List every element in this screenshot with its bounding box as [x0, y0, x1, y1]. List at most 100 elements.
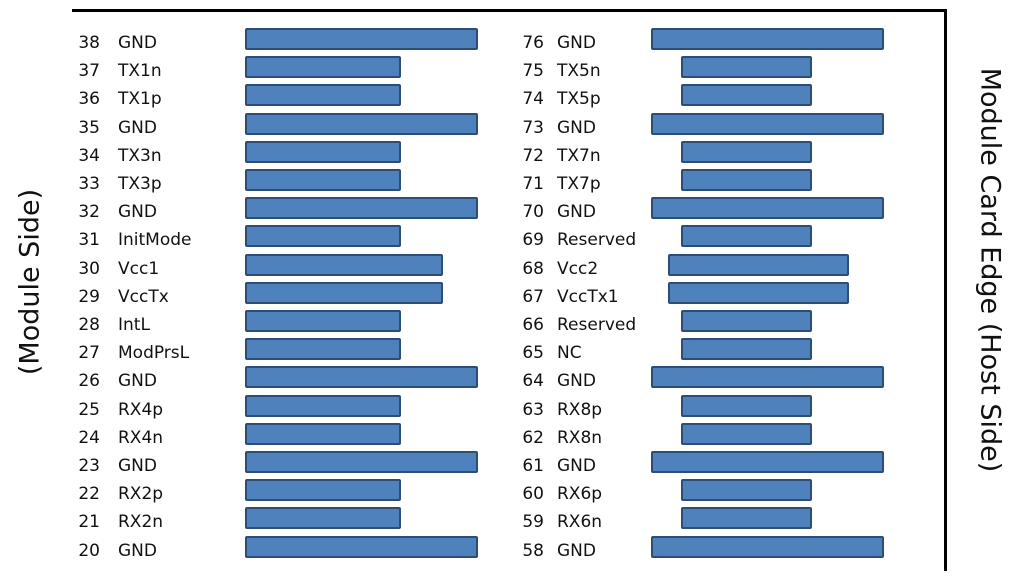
- contact-pad: [681, 310, 812, 332]
- pin-name: GND: [557, 33, 596, 53]
- pin-number: 20: [78, 540, 100, 561]
- host-side-label: Module Card Edge (Host Side): [974, 67, 1006, 473]
- contact-pad: [245, 28, 478, 50]
- pin-number: 24: [78, 427, 100, 448]
- pin-name: TX5p: [557, 89, 601, 110]
- pin-number: 73: [522, 117, 544, 138]
- contact-pad: [245, 169, 401, 191]
- pin-number: 28: [78, 315, 100, 335]
- contact-pad: [681, 225, 812, 248]
- pin-name: GND: [118, 202, 157, 223]
- pin-name: RX8n: [557, 427, 603, 448]
- contact-pad: [245, 310, 401, 332]
- pin-number: 76: [522, 33, 544, 53]
- pin-name: TX7n: [557, 145, 601, 166]
- pin-name: GND: [118, 117, 157, 138]
- contact-pad: [245, 112, 478, 135]
- contact-pad: [245, 84, 401, 107]
- pin-name: TX5n: [557, 61, 601, 82]
- pin-name: GND: [118, 371, 157, 392]
- pin-number: 34: [78, 145, 100, 166]
- pin-number: 30: [78, 258, 100, 279]
- pin-number: 69: [522, 230, 544, 251]
- pin-name: GND: [557, 202, 596, 223]
- pin-name: Vcc1: [118, 258, 160, 279]
- contact-pad: [681, 479, 812, 502]
- contact-pad: [651, 366, 884, 389]
- pin-name: RX2p: [118, 484, 164, 505]
- contact-pad: [245, 253, 443, 276]
- pin-name: RX8p: [557, 399, 603, 420]
- module-side-label: (Module Side): [14, 188, 46, 376]
- contact-pad: [245, 197, 478, 220]
- pin-number: 29: [78, 286, 100, 307]
- pin-number: 67: [522, 286, 544, 307]
- pin-name: GND: [557, 371, 596, 392]
- contact-pad: [245, 422, 401, 445]
- pin-number: 65: [522, 343, 544, 364]
- pin-number: 32: [78, 202, 100, 223]
- pin-number: 59: [522, 512, 544, 533]
- pin-name: TX3n: [118, 145, 162, 166]
- contact-pad: [651, 112, 884, 135]
- pin-name: VccTx1: [557, 286, 619, 307]
- pin-name: Vcc2: [557, 258, 599, 279]
- pin-name: RX6n: [557, 512, 603, 533]
- pin-name: GND: [118, 33, 157, 53]
- pin-name: RX6p: [557, 484, 603, 505]
- pin-name: TX3p: [118, 174, 162, 194]
- pin-number: 72: [522, 145, 544, 166]
- contact-pad: [245, 140, 401, 163]
- pin-name: ModPrsL: [118, 343, 190, 364]
- pin-name: VccTx: [118, 286, 169, 307]
- contact-pad: [651, 535, 884, 558]
- pin-number: 62: [522, 427, 544, 448]
- pin-name: GND: [118, 540, 157, 561]
- contact-pad: [681, 422, 812, 445]
- pin-number: 70: [522, 202, 544, 223]
- pin-number: 23: [78, 456, 100, 476]
- contact-pad: [245, 281, 443, 304]
- contact-pad: [681, 394, 812, 417]
- pin-name: GND: [557, 540, 596, 561]
- pin-number: 63: [522, 399, 544, 420]
- pin-name: TX7p: [557, 174, 601, 194]
- pin-number: 60: [522, 484, 544, 505]
- pin-number: 27: [78, 343, 100, 364]
- pin-number: 58: [522, 540, 544, 561]
- pin-name: GND: [118, 456, 157, 476]
- pin-name: GND: [557, 456, 596, 476]
- pin-number: 22: [78, 484, 100, 505]
- contact-pad: [651, 451, 884, 473]
- contact-pad: [245, 225, 401, 248]
- pin-number: 68: [522, 258, 544, 279]
- pin-number: 75: [522, 61, 544, 82]
- contact-pad: [681, 84, 812, 107]
- pin-number: 26: [78, 371, 100, 392]
- pin-number: 35: [78, 117, 100, 138]
- contact-pad: [651, 28, 884, 50]
- pin-number: 21: [78, 512, 100, 533]
- contact-pad: [245, 394, 401, 417]
- pin-name: Reserved: [557, 230, 637, 251]
- pin-number: 37: [78, 61, 100, 82]
- contact-pad: [681, 169, 812, 191]
- pin-name: RX2n: [118, 512, 164, 533]
- pin-name: InitMode: [118, 230, 192, 251]
- contact-pad: [245, 451, 478, 473]
- pin-name: RX4p: [118, 399, 164, 420]
- contact-pad: [668, 281, 849, 304]
- pin-number: 33: [78, 174, 100, 194]
- pin-number: 25: [78, 399, 100, 420]
- pin-name: RX4n: [118, 427, 164, 448]
- contact-pad: [651, 197, 884, 220]
- contact-pad: [681, 140, 812, 163]
- contact-pad: [245, 338, 401, 361]
- pin-name: TX1p: [118, 89, 162, 110]
- contact-pad: [681, 56, 812, 79]
- pin-number: 61: [522, 456, 544, 476]
- connector-outline: [72, 9, 947, 571]
- pin-number: 66: [522, 315, 544, 335]
- contact-pad: [681, 507, 812, 530]
- pin-number: 64: [522, 371, 544, 392]
